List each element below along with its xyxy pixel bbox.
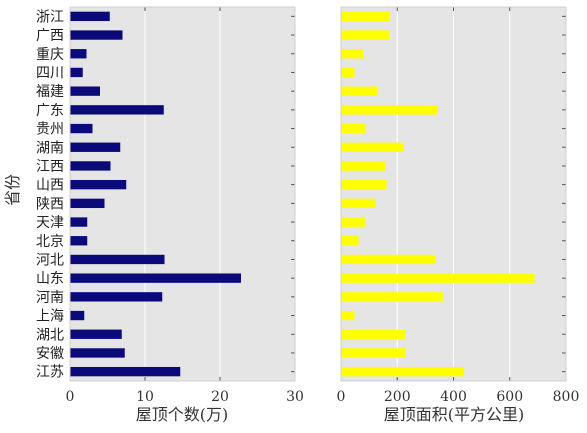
- y-axis-label: 省份: [3, 174, 22, 206]
- right-x-tick-label: 800: [553, 389, 580, 405]
- bar-right-11: [341, 217, 365, 227]
- bar-right-4: [341, 86, 378, 96]
- bar-left-12: [70, 236, 88, 246]
- bar-right-17: [341, 329, 406, 339]
- category-label: 天津: [36, 215, 64, 231]
- left-x-tick-label: 30: [286, 389, 304, 405]
- bar-left-16: [70, 310, 85, 321]
- category-label: 陕西: [36, 196, 64, 212]
- bar-right-7: [341, 142, 404, 152]
- right-x-tick-label: 400: [440, 389, 467, 405]
- category-label: 贵州: [36, 122, 64, 138]
- bar-left-4: [70, 86, 100, 96]
- category-label: 福建: [36, 84, 64, 100]
- right-plot-frame: [340, 6, 567, 382]
- left-chart-panel: 0 10 20 30 浙江广西重庆四川福建广东贵州湖南江西山西陕西天津北京河北山东河南上…: [36, 6, 304, 405]
- left-x-axis-label: 屋顶个数(万): [136, 405, 229, 424]
- bar-left-9: [70, 179, 127, 190]
- bar-left-7: [70, 142, 121, 152]
- bar-left-15: [70, 292, 163, 302]
- right-chart-panel: 0 200 400 600 800: [337, 6, 580, 405]
- bar-right-3: [341, 67, 355, 78]
- category-label: 河北: [36, 252, 64, 268]
- bar-right-5: [341, 105, 439, 115]
- bar-right-14: [341, 273, 535, 283]
- bar-left-11: [70, 217, 88, 227]
- bar-right-13: [341, 254, 437, 265]
- category-label: 山东: [36, 271, 64, 287]
- left-plot-frame: [69, 6, 296, 382]
- bar-right-1: [341, 30, 390, 40]
- category-label: 河南: [36, 290, 64, 306]
- left-x-tick-label: 10: [136, 389, 154, 405]
- category-label: 江苏: [36, 365, 64, 381]
- bar-left-18: [70, 348, 125, 358]
- bar-left-6: [70, 123, 93, 134]
- category-label: 北京: [36, 234, 64, 250]
- category-label: 广东: [36, 103, 64, 119]
- bar-left-2: [70, 49, 87, 59]
- bar-right-18: [341, 348, 406, 358]
- bar-left-5: [70, 105, 164, 115]
- bar-left-17: [70, 329, 122, 339]
- category-label: 广西: [36, 28, 64, 44]
- right-x-axis-label: 屋顶面积(平方公里): [384, 405, 525, 424]
- bar-left-13: [70, 254, 165, 265]
- bar-right-10: [341, 198, 376, 209]
- category-label: 山西: [36, 178, 64, 194]
- bar-left-3: [70, 67, 83, 78]
- bar-right-9: [341, 179, 387, 190]
- right-x-tick-label: 0: [337, 389, 346, 405]
- bar-left-8: [70, 161, 111, 171]
- bar-right-2: [341, 49, 363, 59]
- right-x-tick-label: 200: [384, 389, 411, 405]
- category-label: 江西: [36, 159, 64, 175]
- category-label: 浙江: [36, 9, 64, 25]
- left-plot-background: [70, 7, 295, 381]
- bar-right-8: [341, 161, 386, 171]
- bar-right-15: [341, 292, 443, 302]
- category-label: 重庆: [36, 47, 64, 63]
- category-label: 安徽: [36, 346, 64, 362]
- category-label: 湖南: [36, 140, 64, 156]
- bar-left-1: [70, 30, 123, 40]
- left-x-tick-label: 20: [211, 389, 229, 405]
- bar-right-12: [341, 236, 359, 246]
- left-x-tick-label: 0: [66, 389, 75, 405]
- right-x-tick-label: 600: [496, 389, 523, 405]
- bar-left-10: [70, 198, 105, 209]
- category-label: 湖北: [36, 327, 64, 343]
- bar-left-0: [70, 11, 110, 22]
- bar-left-14: [70, 273, 241, 283]
- bar-right-6: [341, 123, 365, 134]
- bar-right-19: [341, 366, 465, 377]
- bar-right-0: [341, 11, 391, 22]
- bar-right-16: [341, 310, 355, 321]
- category-label: 上海: [36, 309, 64, 325]
- bar-left-19: [70, 366, 181, 377]
- category-label: 四川: [36, 65, 64, 81]
